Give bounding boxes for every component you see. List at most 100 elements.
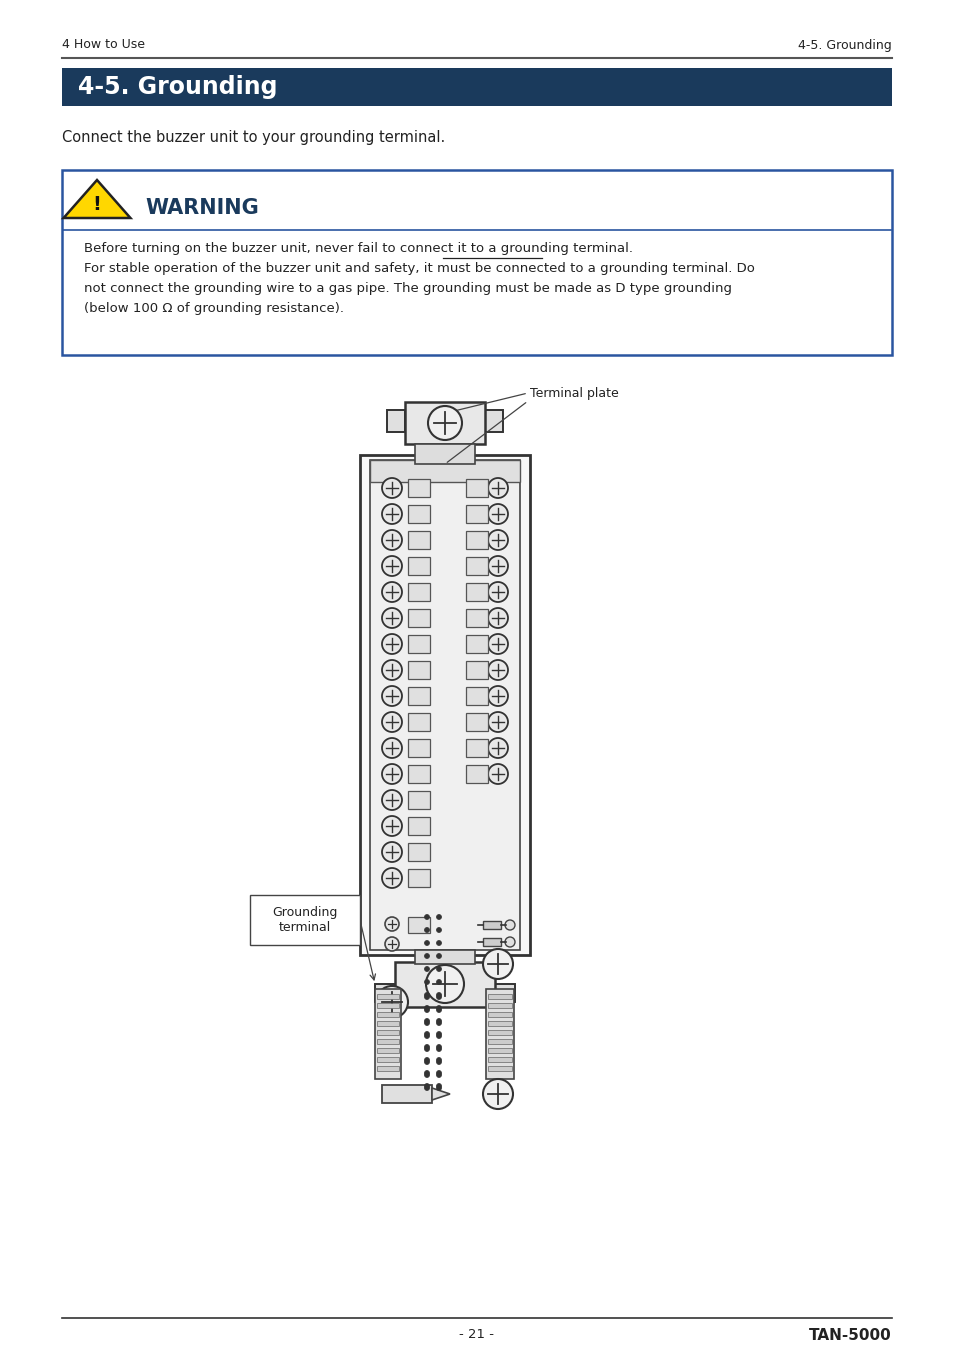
FancyBboxPatch shape — [395, 962, 495, 1006]
Circle shape — [504, 920, 515, 929]
Circle shape — [381, 686, 401, 707]
FancyBboxPatch shape — [376, 1021, 398, 1025]
Circle shape — [424, 1047, 429, 1051]
Circle shape — [424, 1032, 429, 1036]
FancyBboxPatch shape — [465, 713, 488, 731]
FancyBboxPatch shape — [488, 1029, 512, 1035]
FancyBboxPatch shape — [415, 444, 475, 463]
FancyBboxPatch shape — [408, 739, 430, 757]
Text: 4-5. Grounding: 4-5. Grounding — [78, 76, 277, 99]
Text: For stable operation of the buzzer unit and safety, it must be connected to a gr: For stable operation of the buzzer unit … — [84, 262, 754, 276]
FancyBboxPatch shape — [465, 609, 488, 627]
Circle shape — [436, 1084, 441, 1089]
Circle shape — [381, 478, 401, 499]
FancyBboxPatch shape — [408, 765, 430, 784]
Text: Terminal plate: Terminal plate — [530, 386, 618, 400]
Circle shape — [424, 954, 429, 958]
FancyBboxPatch shape — [376, 1029, 398, 1035]
FancyBboxPatch shape — [376, 1066, 398, 1071]
FancyBboxPatch shape — [62, 170, 891, 355]
FancyBboxPatch shape — [488, 1002, 512, 1008]
Circle shape — [424, 1019, 429, 1024]
Circle shape — [424, 1008, 429, 1012]
FancyBboxPatch shape — [376, 1039, 398, 1044]
FancyBboxPatch shape — [408, 480, 430, 497]
Circle shape — [381, 634, 401, 654]
FancyBboxPatch shape — [465, 635, 488, 653]
Circle shape — [424, 1059, 429, 1065]
Circle shape — [436, 966, 441, 971]
FancyBboxPatch shape — [405, 403, 484, 444]
Circle shape — [426, 965, 463, 1002]
Circle shape — [488, 608, 507, 628]
Circle shape — [436, 1085, 441, 1090]
FancyBboxPatch shape — [488, 1012, 512, 1017]
Circle shape — [424, 1073, 429, 1078]
Text: - 21 -: - 21 - — [459, 1328, 494, 1342]
FancyBboxPatch shape — [488, 1056, 512, 1062]
Circle shape — [436, 1019, 441, 1024]
Circle shape — [424, 1085, 429, 1090]
Circle shape — [488, 504, 507, 524]
FancyBboxPatch shape — [408, 817, 430, 835]
FancyBboxPatch shape — [359, 455, 530, 955]
Circle shape — [488, 686, 507, 707]
Polygon shape — [64, 180, 131, 218]
Text: Connect the buzzer unit to your grounding terminal.: Connect the buzzer unit to your groundin… — [62, 130, 445, 145]
Circle shape — [424, 979, 429, 985]
Circle shape — [381, 712, 401, 732]
Circle shape — [436, 1047, 441, 1051]
Circle shape — [381, 867, 401, 888]
Circle shape — [381, 582, 401, 603]
Circle shape — [436, 940, 441, 946]
FancyBboxPatch shape — [370, 459, 519, 482]
Circle shape — [488, 582, 507, 603]
Circle shape — [424, 928, 429, 932]
Circle shape — [375, 986, 408, 1019]
FancyBboxPatch shape — [465, 661, 488, 680]
Text: !: ! — [92, 195, 101, 215]
FancyBboxPatch shape — [488, 1048, 512, 1052]
Circle shape — [424, 994, 429, 1000]
FancyBboxPatch shape — [375, 989, 400, 1079]
Circle shape — [504, 938, 515, 947]
FancyBboxPatch shape — [376, 994, 398, 998]
Circle shape — [385, 938, 398, 951]
FancyBboxPatch shape — [484, 409, 502, 432]
Text: 4-5. Grounding: 4-5. Grounding — [798, 38, 891, 51]
Circle shape — [385, 917, 398, 931]
FancyBboxPatch shape — [387, 409, 405, 432]
Circle shape — [424, 1070, 429, 1075]
Circle shape — [436, 1044, 441, 1050]
FancyBboxPatch shape — [62, 68, 891, 105]
FancyBboxPatch shape — [482, 921, 500, 929]
Circle shape — [482, 1079, 513, 1109]
Circle shape — [436, 993, 441, 997]
FancyBboxPatch shape — [408, 713, 430, 731]
Circle shape — [436, 1032, 441, 1036]
Circle shape — [424, 1058, 429, 1062]
Circle shape — [488, 765, 507, 784]
FancyBboxPatch shape — [408, 557, 430, 576]
FancyBboxPatch shape — [495, 984, 515, 1002]
Circle shape — [436, 954, 441, 958]
FancyBboxPatch shape — [488, 1021, 512, 1025]
Circle shape — [436, 1008, 441, 1012]
FancyBboxPatch shape — [376, 1012, 398, 1017]
FancyBboxPatch shape — [408, 688, 430, 705]
Circle shape — [436, 915, 441, 920]
Text: WARNING: WARNING — [145, 199, 258, 218]
FancyBboxPatch shape — [408, 584, 430, 601]
FancyBboxPatch shape — [408, 531, 430, 549]
FancyBboxPatch shape — [465, 739, 488, 757]
FancyBboxPatch shape — [375, 984, 395, 1002]
FancyBboxPatch shape — [465, 584, 488, 601]
FancyBboxPatch shape — [482, 938, 500, 946]
Circle shape — [428, 407, 461, 440]
FancyBboxPatch shape — [488, 994, 512, 998]
Circle shape — [424, 1005, 429, 1011]
FancyBboxPatch shape — [488, 1039, 512, 1044]
Circle shape — [381, 816, 401, 836]
FancyBboxPatch shape — [381, 1085, 432, 1102]
Circle shape — [436, 1034, 441, 1039]
